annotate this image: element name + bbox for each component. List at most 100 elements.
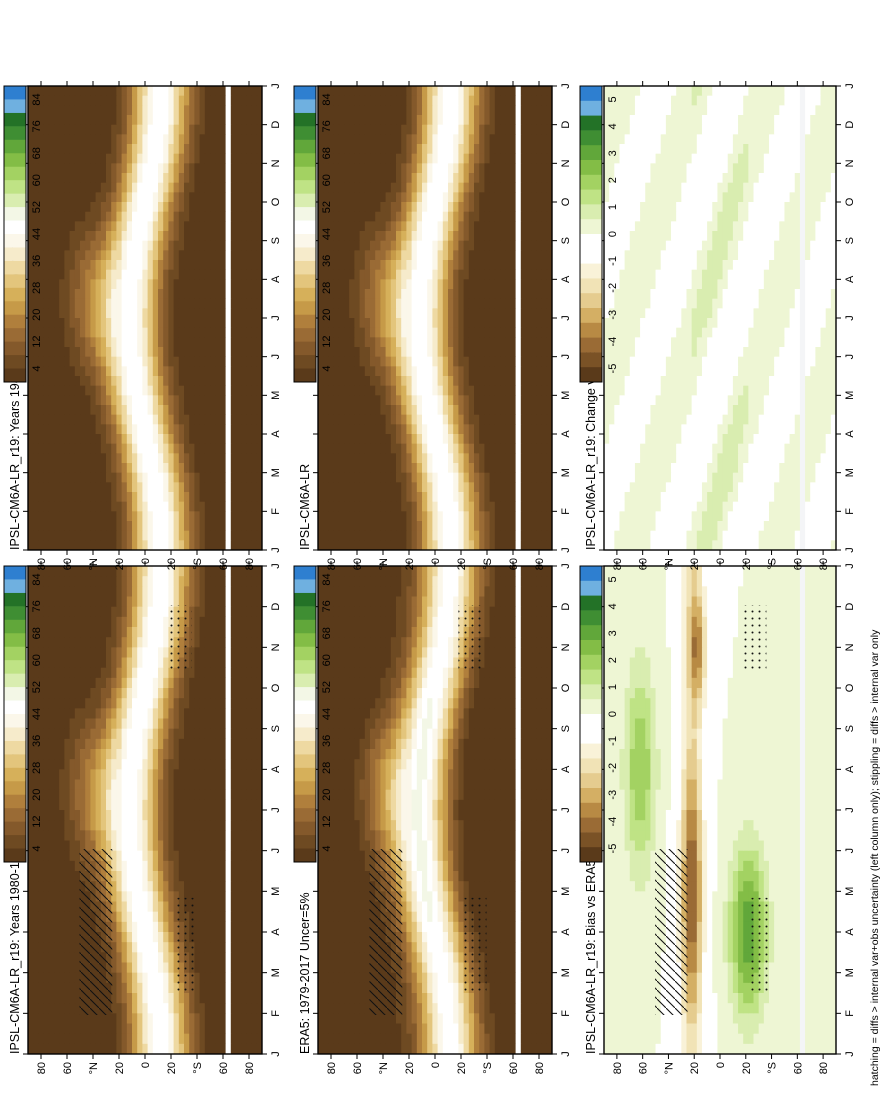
heat-cell: [210, 901, 216, 912]
heat-cell: [121, 575, 128, 587]
heat-cell: [168, 565, 174, 577]
heat-cell: [799, 982, 806, 993]
heat-cell: [225, 890, 232, 902]
heat-cell: [215, 1023, 221, 1034]
heat-cell: [784, 972, 791, 983]
heat-cell: [619, 951, 626, 963]
heat-cell: [768, 1012, 775, 1024]
heat-cell: [526, 789, 532, 800]
heat-cell: [609, 1043, 615, 1054]
heat-cell: [210, 972, 216, 983]
heat-cell: [458, 1012, 464, 1024]
heat-cell: [246, 819, 252, 831]
colorbar-swatch: [4, 579, 26, 593]
heat-cell: [236, 982, 242, 993]
heat-cell: [494, 585, 501, 597]
heat-cell: [411, 779, 418, 790]
heat-cell: [318, 901, 324, 912]
heat-cell: [189, 768, 195, 780]
heat-cell: [184, 850, 190, 861]
heat-cell: [142, 921, 148, 932]
heat-cell: [432, 565, 438, 577]
heat-cell: [59, 1023, 65, 1034]
heat-cell: [526, 646, 532, 658]
heat-cell: [323, 931, 329, 943]
heat-cell: [121, 657, 128, 668]
heat-cell: [515, 890, 522, 902]
heat-cell: [256, 667, 263, 678]
heat-cell: [453, 677, 459, 688]
heat-cell: [712, 972, 718, 983]
heat-cell: [364, 819, 371, 831]
heat-cell: [484, 738, 490, 749]
heat-cell: [54, 1023, 60, 1034]
heat-cell: [184, 575, 190, 587]
heat-cell: [500, 636, 506, 648]
heat-cell: [349, 697, 355, 709]
heat-cell: [111, 636, 117, 648]
heat-cell: [411, 1033, 418, 1044]
heat-cell: [251, 850, 258, 861]
heat-cell: [494, 1033, 501, 1044]
heat-cell: [344, 941, 350, 953]
colorbar-frame: [3, 565, 27, 863]
y-tick-label: 80: [244, 1062, 256, 1074]
heat-cell: [546, 1002, 553, 1014]
heat-cell: [147, 707, 154, 719]
colorbar-swatch: [4, 565, 26, 580]
heat-cell: [256, 636, 263, 648]
heat-cell: [437, 748, 444, 760]
heat-cell: [158, 616, 164, 627]
heat-cell: [526, 921, 532, 932]
heat-cell: [323, 921, 329, 932]
heat-cell: [453, 657, 459, 668]
heat-cell: [178, 1033, 185, 1044]
heat-cell: [100, 718, 107, 729]
heat-cell: [531, 840, 537, 851]
heat-cell: [510, 697, 516, 709]
heat-cell: [215, 992, 221, 1004]
heat-cell: [396, 819, 402, 831]
heat-cell: [779, 972, 785, 983]
heat-cell: [359, 799, 366, 810]
heat-cell: [505, 636, 511, 648]
heat-cell: [364, 768, 371, 780]
heat-cell: [541, 931, 548, 943]
heat-cell: [80, 829, 86, 841]
heat-cell: [318, 941, 324, 953]
heat-cell: [194, 606, 200, 617]
heat-cell: [236, 585, 242, 597]
heat-cell: [515, 1033, 522, 1044]
heat-cell: [168, 901, 174, 912]
heat-cell: [453, 606, 459, 617]
heat-cell: [230, 1043, 237, 1054]
heat-cell: [510, 707, 516, 719]
heat-cell: [158, 860, 164, 871]
heat-cell: [80, 840, 86, 851]
colorbar-swatch: [4, 592, 26, 607]
heat-cell: [230, 758, 237, 770]
heat-cell: [380, 596, 386, 607]
heat-cell: [815, 951, 821, 963]
heat-cell: [111, 962, 117, 973]
heat-cell: [59, 870, 65, 882]
heat-cell: [422, 768, 428, 780]
heat-cell: [541, 799, 548, 810]
heat-cell: [215, 1002, 221, 1014]
heat-cell: [515, 758, 522, 770]
heat-cell: [614, 1002, 620, 1014]
heat-cell: [95, 779, 102, 790]
heat-cell: [354, 616, 360, 627]
heat-cell: [396, 636, 402, 648]
heat-cell: [344, 687, 350, 699]
heat-cell: [422, 829, 428, 841]
heat-cell: [338, 575, 345, 587]
heat-cell: [220, 951, 226, 963]
heat-cell: [121, 972, 128, 983]
heat-cell: [717, 1033, 723, 1044]
heat-cell: [43, 585, 50, 597]
heat-cell: [204, 880, 211, 892]
heat-cell: [349, 840, 355, 851]
heat-cell: [121, 1002, 128, 1014]
heat-cell: [80, 718, 86, 729]
